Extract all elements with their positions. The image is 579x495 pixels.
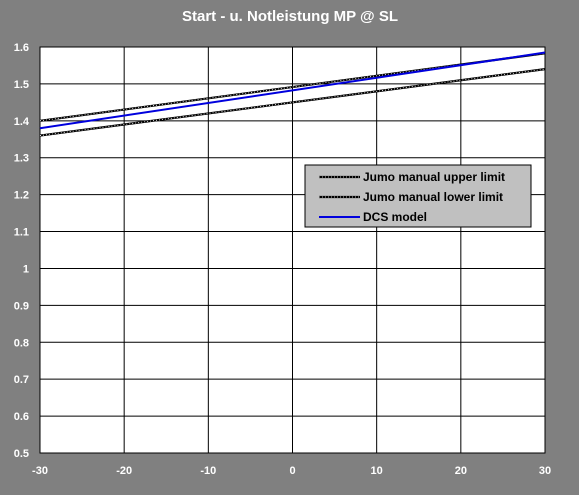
y-tick-label: 1 <box>23 263 29 275</box>
x-tick-label: 10 <box>371 465 383 477</box>
y-tick-label: 1.4 <box>14 116 30 128</box>
y-tick-label: 0.6 <box>14 411 29 423</box>
x-tick-label: -20 <box>116 465 132 477</box>
legend-label: DCS model <box>363 210 427 224</box>
y-tick-label: 0.9 <box>14 300 29 312</box>
series-layer <box>39 51 546 137</box>
grid <box>39 46 546 454</box>
y-tick-label: 1.1 <box>14 227 29 239</box>
chart-title: Start - u. Notleistung MP @ SL <box>182 8 398 25</box>
y-tick-label: 1.3 <box>14 153 29 165</box>
y-tick-label: 1.2 <box>14 190 29 202</box>
legend: Jumo manual upper limit Jumo manual lower… <box>304 164 532 228</box>
y-tick-label: 0.7 <box>14 374 29 386</box>
series-jumo-manual-upper-limit-line-hatch <box>39 52 546 122</box>
plot-border <box>39 46 546 454</box>
legend-label: Jumo manual lower limit <box>363 190 503 204</box>
x-tick-label: -30 <box>32 465 48 477</box>
x-tick-label: -10 <box>200 465 216 477</box>
x-tick-label: 20 <box>455 465 467 477</box>
y-tick-label: 0.8 <box>14 337 29 349</box>
y-axis-ticks: 0.5 0.6 0.7 0.8 0.9 1 1.1 1.2 1.3 1.4 1.5 1.6 <box>14 42 30 460</box>
x-axis-ticks: -30 -20 -10 0 10 20 30 <box>32 465 551 477</box>
legend-label: Jumo manual upper limit <box>363 170 505 184</box>
series-dcs-model-line <box>39 51 546 130</box>
y-tick-label: 1.6 <box>14 42 29 54</box>
y-tick-label: 1.5 <box>14 79 29 91</box>
x-tick-label: 30 <box>539 465 551 477</box>
y-tick-label: 0.5 <box>14 448 29 460</box>
x-tick-label: 0 <box>289 465 295 477</box>
series-jumo-manual-lower-limit-line-hatch <box>39 68 546 136</box>
